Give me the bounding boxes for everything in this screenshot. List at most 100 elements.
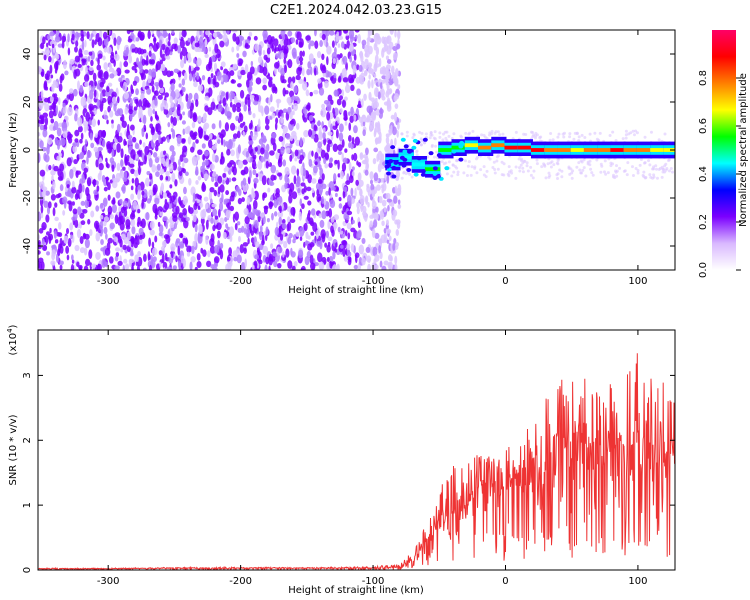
spectrogram-noise-cell: [275, 53, 280, 59]
spectrogram-noise-cell: [294, 149, 299, 157]
spectrogram-noise-cell: [204, 202, 209, 210]
spectrogram-noise-cell: [652, 173, 656, 177]
spectrogram-onset-blob: [458, 144, 464, 149]
spectrogram-noise-cell: [302, 50, 305, 57]
spectrogram-noise-cell: [323, 198, 327, 206]
spectrogram-noise-cell: [432, 155, 436, 159]
spectrogram-noise-cell: [68, 91, 75, 102]
spectrogram-noise-cell: [159, 174, 164, 181]
spectrogram-noise-cell: [374, 264, 379, 270]
spectrogram-noise-cell: [343, 255, 348, 262]
spectrogram-noise-cell: [362, 121, 366, 127]
spectrogram-noise-cell: [364, 49, 370, 58]
spectrogram-noise-cell: [209, 245, 216, 254]
spectrogram-noise-cell: [337, 226, 341, 233]
spectrogram-noise-cell: [254, 254, 259, 260]
spectrogram-noise-cell: [625, 173, 629, 177]
spectrogram-noise-cell: [346, 210, 353, 216]
spectrogram-noise-cell: [450, 174, 454, 178]
y-tick-label: 0: [22, 147, 33, 153]
spectrogram-signal-core: [504, 145, 520, 150]
spectrogram-noise-cell: [402, 171, 406, 175]
spectrogram-noise-cell: [282, 87, 286, 97]
spectrogram-noise-cell: [161, 99, 168, 107]
spectrogram-noise-cell: [359, 194, 365, 205]
colorbar-tick-label: 0.4: [698, 166, 709, 182]
y-tick-label: 2: [22, 437, 33, 443]
spectrogram-noise-cell: [229, 194, 235, 202]
spectrogram-noise-cell: [394, 103, 399, 110]
spectrogram-noise-cell: [261, 239, 265, 246]
spectrogram-noise-cell: [289, 120, 294, 125]
spectrogram-noise-cell: [83, 233, 86, 238]
spectrogram-noise-cell: [43, 152, 47, 162]
spectrogram-noise-cell: [303, 241, 306, 248]
svg-text:(x104): (x104): [6, 324, 19, 355]
spectrogram-noise-cell: [571, 169, 575, 173]
spectrogram-noise-cell: [117, 135, 123, 143]
spectrogram-noise-cell: [132, 154, 136, 161]
snr-series-line: [38, 353, 675, 570]
spectrogram-noise-cell: [532, 133, 536, 137]
spectrogram-noise-cell: [624, 129, 628, 133]
spectrogram-noise-cell: [424, 132, 428, 136]
spectrogram-noise-cell: [356, 160, 359, 166]
spectrogram-noise-cell: [194, 223, 198, 233]
spectrogram-noise-cell: [103, 226, 108, 235]
spectrogram-noise-cell: [181, 78, 186, 86]
spectrogram-noise-cell: [133, 106, 138, 111]
spectrogram-noise-cell: [367, 67, 373, 74]
spectrogram-noise-cell: [475, 171, 479, 175]
spectrogram-noise-cell: [473, 165, 477, 169]
spectrogram-noise-cell: [144, 177, 150, 187]
spectrogram-noise-cell: [254, 208, 258, 215]
spectrogram-noise-cell: [264, 105, 270, 115]
spectrogram-noise-cell: [149, 229, 155, 236]
spectrogram-noise-cell: [303, 222, 308, 232]
spectrogram-noise-cell: [268, 76, 273, 82]
spectrogram-noise-cell: [103, 114, 109, 120]
spectrogram-noise-cell: [331, 40, 335, 48]
spectrogram-noise-cell: [322, 72, 327, 77]
spectrogram-noise-cell: [172, 215, 178, 222]
spectrogram-noise-cell: [192, 57, 196, 64]
spectrogram-noise-cell: [345, 34, 350, 41]
spectrogram-noise-cell: [135, 99, 139, 108]
spectrogram-noise-cell: [46, 251, 50, 256]
spectrogram-noise-cell: [54, 68, 58, 74]
spectrogram-noise-cell: [305, 35, 311, 41]
spectrogram-noise-cell: [107, 194, 111, 201]
spectrogram-noise-cell: [383, 227, 387, 234]
spectrogram-noise-cell: [165, 55, 171, 60]
spectrogram-noise-cell: [510, 171, 514, 175]
spectrogram-noise-cell: [149, 46, 153, 51]
spectrogram-noise-cell: [51, 43, 55, 49]
spectrogram-noise-cell: [182, 128, 186, 135]
spectrogram-noise-cell: [196, 72, 200, 80]
spectrogram-noise-cell: [387, 205, 390, 212]
spectrogram-noise-cell: [522, 159, 526, 163]
spectrogram-noise-cell: [373, 212, 379, 221]
spectrogram-noise-cell: [353, 264, 359, 270]
spectrogram-noise-cell: [660, 175, 664, 179]
spectrogram-noise-cell: [52, 207, 56, 217]
spectrogram-noise-cell: [383, 43, 387, 48]
spectrogram-noise-cell: [580, 171, 584, 175]
spectrogram-noise-cell: [614, 138, 618, 142]
spectrogram-noise-cell: [340, 41, 345, 49]
spectrogram-noise-cell: [350, 187, 354, 197]
spectrogram-noise-cell: [203, 196, 209, 202]
spectrogram-noise-cell: [111, 123, 115, 129]
spectrogram-noise-cell: [71, 180, 75, 188]
spectrogram-noise-cell: [148, 237, 151, 247]
spectrogram-noise-cell: [377, 33, 380, 41]
spectrogram-noise-cell: [351, 171, 355, 177]
spectrogram-noise-cell: [182, 258, 186, 268]
spectrogram-noise-cell: [289, 218, 296, 223]
spectrogram-noise-cell: [203, 150, 209, 157]
x-tick-label: 0: [502, 576, 508, 587]
spectrogram-noise-cell: [192, 73, 196, 83]
spectrogram-signal-core: [398, 155, 414, 160]
